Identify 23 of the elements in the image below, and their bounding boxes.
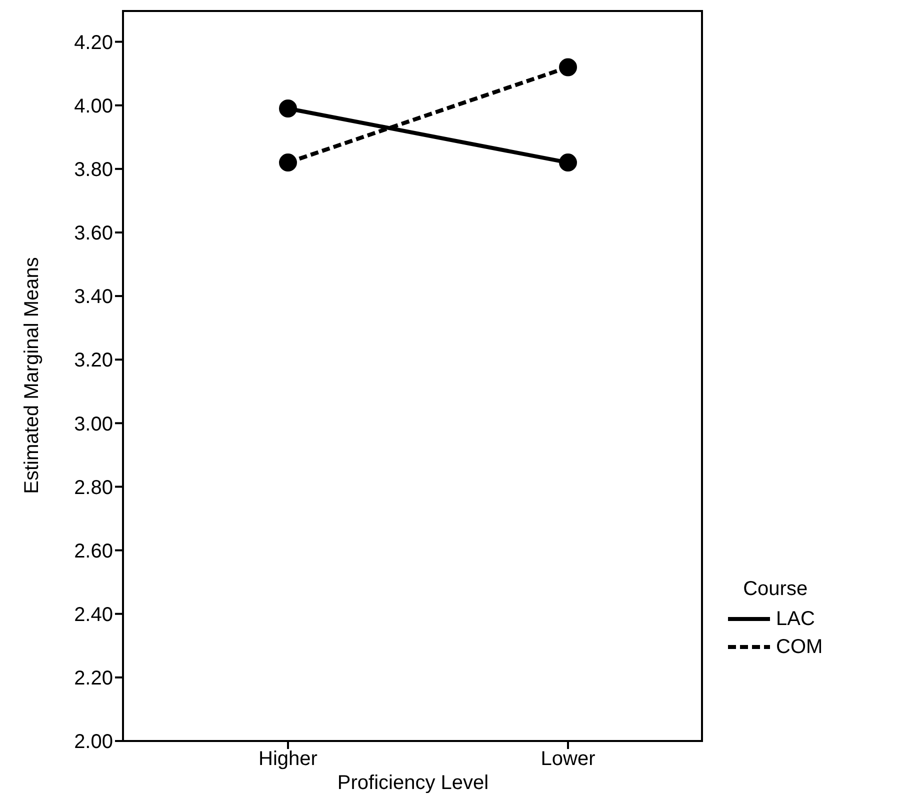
legend-title: Course — [742, 578, 809, 601]
y-tick-label: 2.80 — [74, 476, 113, 499]
y-axis-title: Estimated Marginal Means — [21, 257, 44, 494]
y-tick-label: 2.00 — [74, 731, 113, 754]
legend-label: COM — [776, 635, 823, 660]
x-tick-label: Higher — [258, 748, 318, 770]
y-tick-label: 4.20 — [74, 32, 113, 54]
y-tick-label: 3.20 — [74, 350, 113, 372]
y-tick-label: 2.20 — [74, 668, 113, 690]
point — [279, 154, 297, 172]
point — [559, 154, 577, 172]
y-tick-label: 3.80 — [74, 159, 113, 182]
point — [559, 58, 577, 76]
y-tick-label: 2.60 — [74, 540, 113, 562]
point — [279, 100, 297, 118]
y-tick-label: 3.00 — [74, 413, 113, 436]
y-tick-label: 3.60 — [74, 222, 113, 245]
y-tick-label: 3.40 — [74, 286, 113, 308]
y-tick-label: 4.00 — [74, 95, 113, 118]
legend-label: LAC — [776, 607, 815, 632]
x-tick-label: Lower — [540, 748, 596, 770]
x-axis-title: Proficiency Level — [337, 772, 489, 794]
y-tick-label: 2.40 — [74, 604, 113, 626]
